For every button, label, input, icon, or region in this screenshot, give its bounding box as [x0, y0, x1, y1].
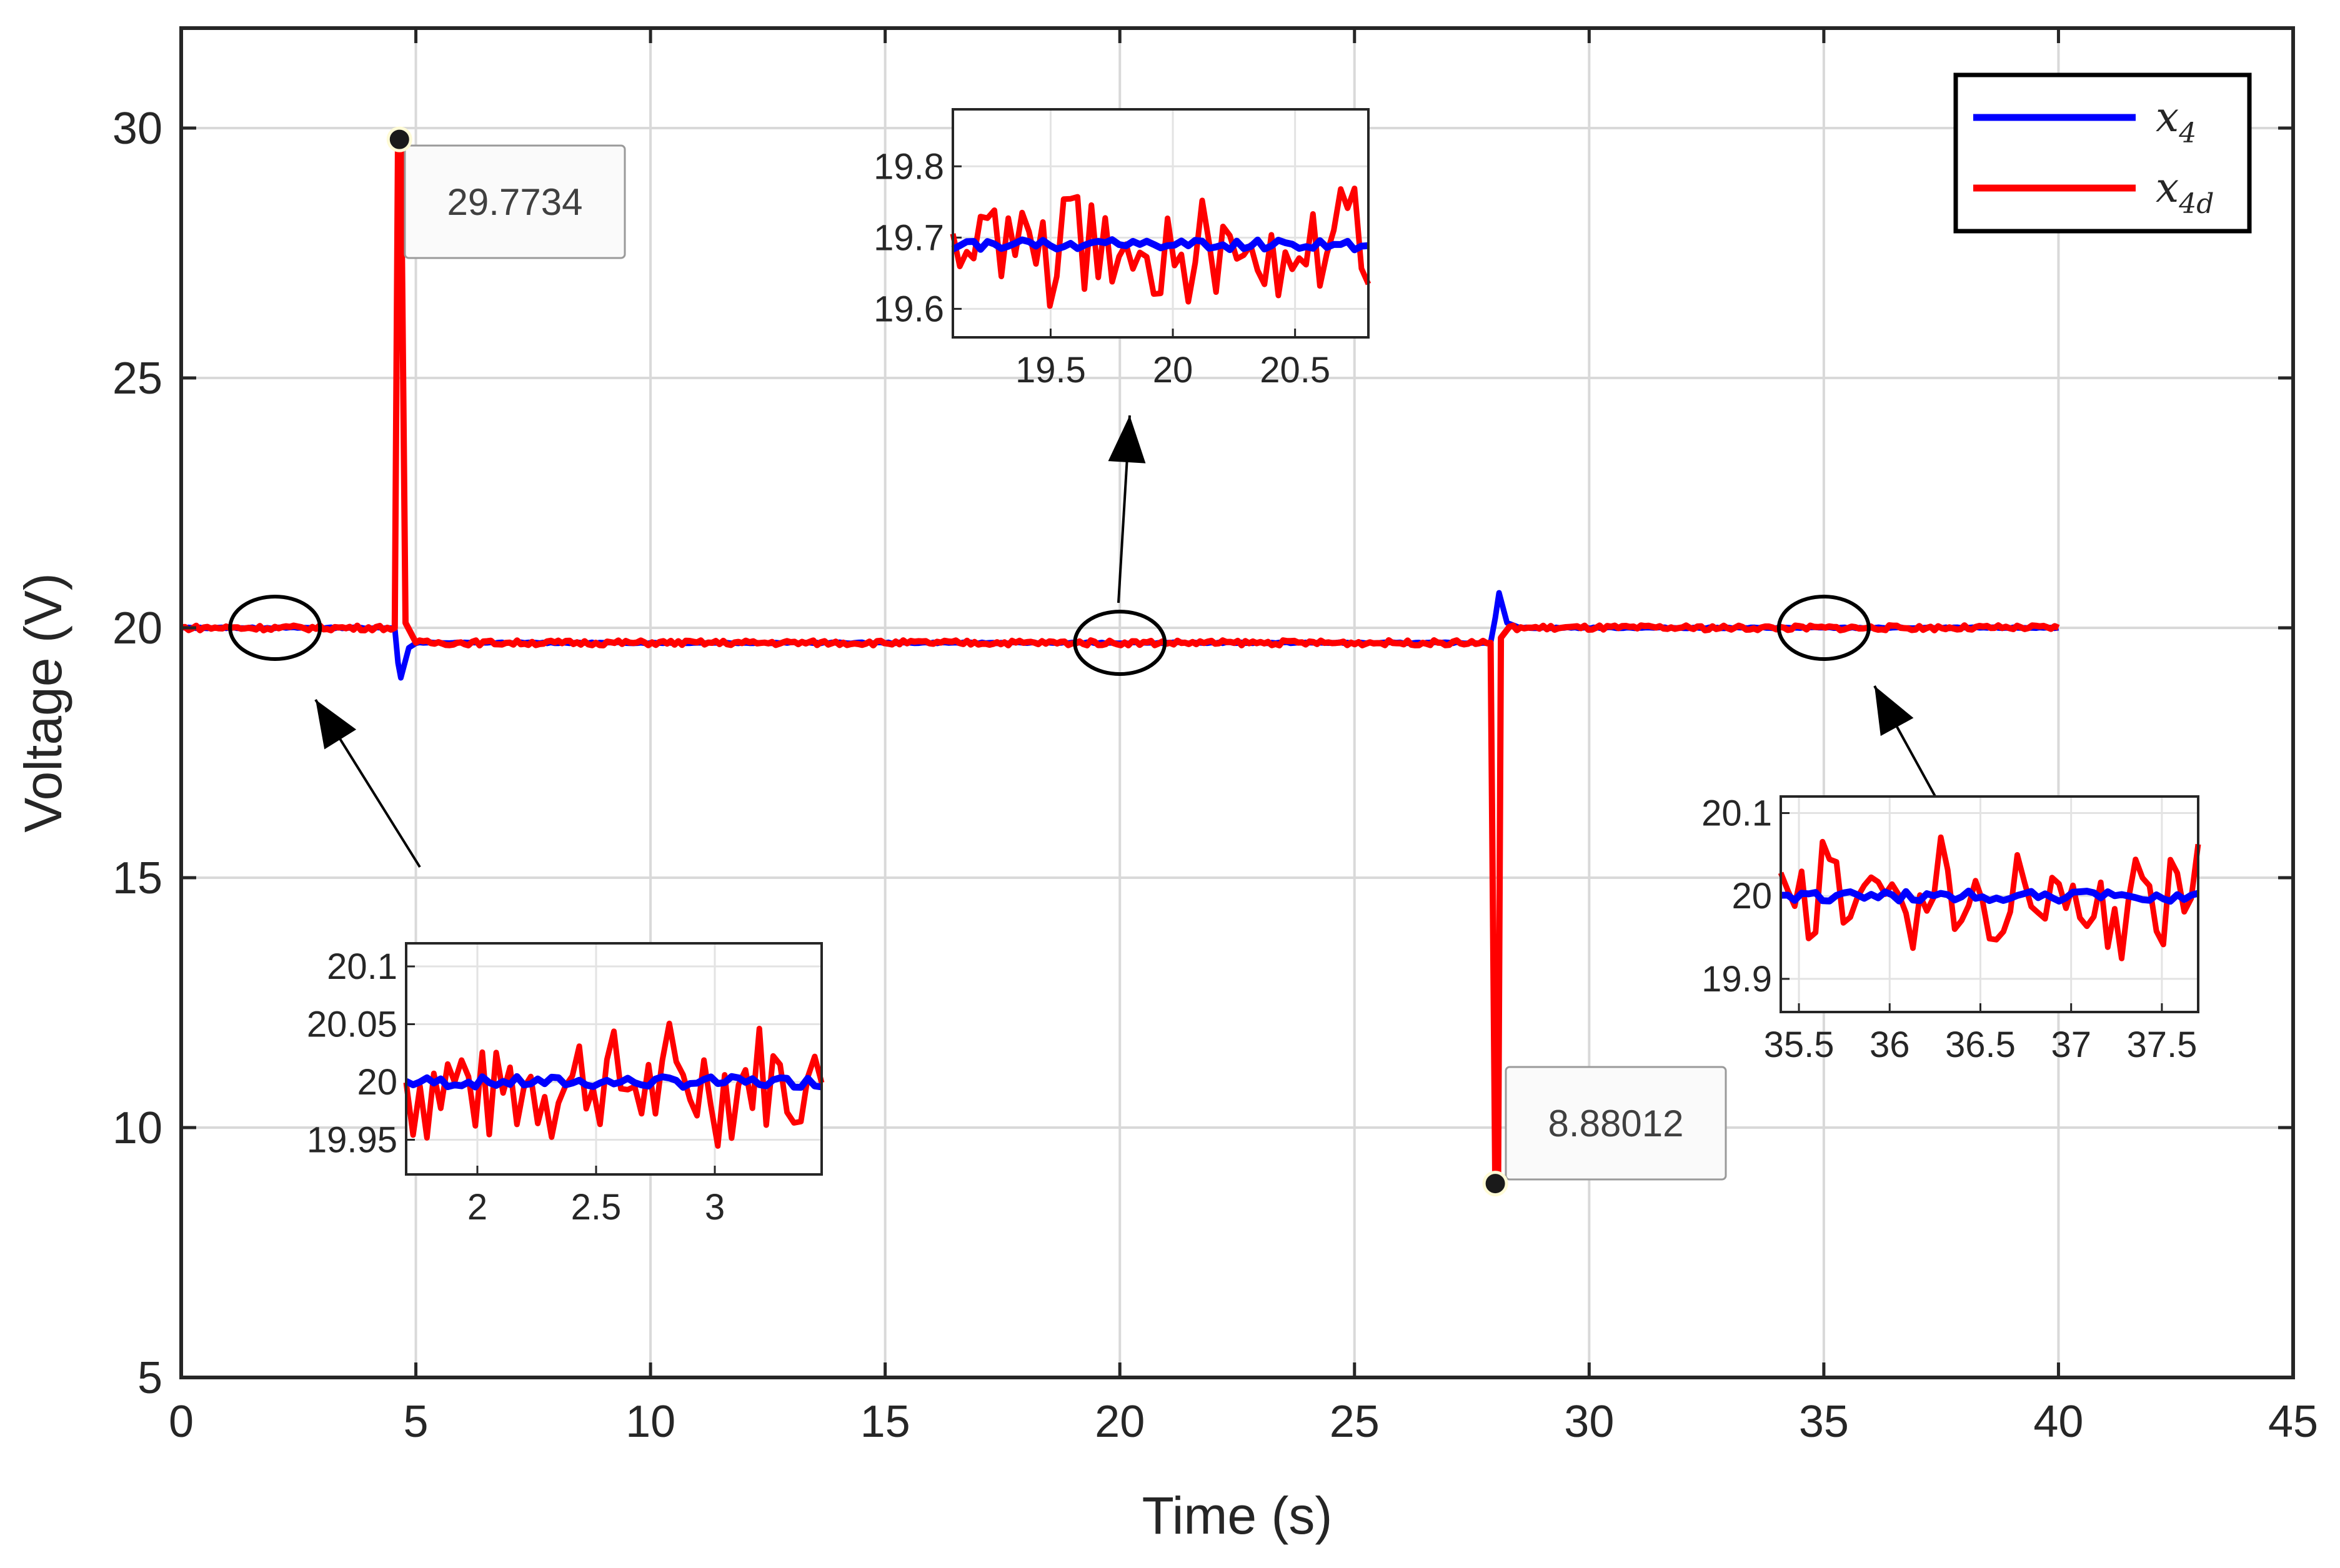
x-tick-label: 40	[2033, 1397, 2083, 1447]
x-tick-label: 0	[169, 1397, 194, 1447]
inset-x-tick-label: 2	[467, 1187, 487, 1228]
legend-label-x4d: x4d	[2156, 164, 2214, 220]
datatip-box	[1505, 1066, 1727, 1181]
inset-x-tick-label: 3	[705, 1187, 725, 1228]
inset-y-tick-label: 19.6	[874, 289, 944, 329]
series-lines	[181, 136, 2060, 1187]
inset-y-tick-label: 20	[357, 1062, 397, 1103]
inset-x-tick-label: 2.5	[571, 1187, 622, 1228]
inset-x-tick-label: 20.5	[1260, 350, 1330, 390]
zoom-arrow-head	[1874, 686, 1914, 737]
x-tick-label: 5	[404, 1397, 429, 1447]
inset-x-tick-label: 36	[1870, 1025, 1910, 1065]
inset-y-tick-label: 20.1	[327, 946, 397, 987]
zoom-ellipse	[228, 595, 322, 661]
inset-series-x4	[404, 1073, 822, 1091]
inset-series-x4	[951, 236, 1369, 254]
x-axis-label: Time (s)	[1142, 1486, 1333, 1545]
y-tick-label: 15	[112, 853, 162, 903]
y-tick-label: 5	[137, 1353, 162, 1403]
inset-frame	[952, 108, 1370, 339]
inset-y-tick-label: 20.1	[1701, 793, 1772, 834]
x-tick-label: 45	[2268, 1397, 2318, 1447]
series-line-x4d	[181, 136, 2060, 1187]
legend-label-x4: x4	[2156, 93, 2196, 149]
inset-2: 19.5 20 20.5 19.8 19.7 19.6	[874, 108, 1372, 390]
x-tick-label: 35	[1799, 1397, 1849, 1447]
inset-series-x4d	[403, 1020, 825, 1149]
inset-y-tick-label: 20.05	[307, 1005, 397, 1045]
inset-y-tick-label: 19.95	[307, 1120, 397, 1161]
inset-x-tick-label: 19.5	[1015, 350, 1086, 390]
x-tick-label: 10	[625, 1397, 675, 1447]
inset-frame	[1780, 795, 2199, 1013]
y-tick-label: 25	[112, 354, 162, 404]
zoom-arrow-head	[316, 700, 357, 750]
inset-y-tick-label: 19.9	[1701, 959, 1772, 1000]
inset-y-tick-label: 19.7	[874, 217, 944, 258]
legend-label-subscript: 4	[2178, 117, 2196, 149]
legend-label-subscript: 4d	[2178, 188, 2214, 220]
inset-series-x4	[1780, 887, 2199, 905]
inset-x-tick-label: 37.5	[2126, 1025, 2197, 1065]
inset-x-tick-label: 37	[2051, 1025, 2091, 1065]
datatip-label: 29.7734	[447, 181, 583, 223]
y-tick-label: 20	[112, 603, 162, 653]
inset-1: 2 2.5 3 20.1 20.05 20 19.95	[307, 942, 825, 1228]
y-tick-label: 30	[112, 104, 162, 154]
legend-label-base: x	[2156, 93, 2179, 141]
datatip-box	[404, 144, 626, 259]
plot-frame	[179, 26, 2295, 1379]
inset-y-tick-label: 20	[1731, 876, 1772, 916]
y-tick-label: 10	[112, 1103, 162, 1153]
datatip-marker	[386, 126, 412, 152]
x-tick-label: 15	[860, 1397, 910, 1447]
zoom-ellipses	[228, 595, 1871, 676]
inset-x-tick-label: 36.5	[1945, 1025, 2016, 1065]
zoom-arrows	[314, 415, 1938, 868]
datatips: 29.7734 8.88012	[386, 126, 1727, 1197]
x-tick-label: 30	[1564, 1397, 1614, 1447]
datatip-marker	[1482, 1171, 1508, 1197]
zoom-ellipse	[1073, 610, 1167, 676]
inset-background	[406, 943, 822, 1174]
y-axis-label: Voltage (V)	[14, 573, 72, 833]
legend-label-base: x	[2156, 164, 2179, 212]
inset-x-tick-label: 20	[1153, 350, 1193, 390]
inset-x-tick-label: 35.5	[1764, 1025, 1835, 1065]
inset-frame	[405, 942, 823, 1176]
x-tick-label: 20	[1095, 1397, 1145, 1447]
inset-3: 35.5 36 36.5 37 37.5 20.1 20 19.9	[1701, 793, 2201, 1065]
inset-y-tick-label: 19.8	[874, 146, 944, 187]
legend-box	[1953, 72, 2252, 234]
zoom-arrow-head	[1108, 415, 1146, 464]
x-tick-label: 25	[1330, 1397, 1380, 1447]
inset-background	[953, 109, 1368, 337]
inset-series-x4d	[950, 186, 1372, 309]
zoom-ellipse	[1776, 595, 1871, 661]
datatip-label: 8.88012	[1548, 1103, 1684, 1144]
